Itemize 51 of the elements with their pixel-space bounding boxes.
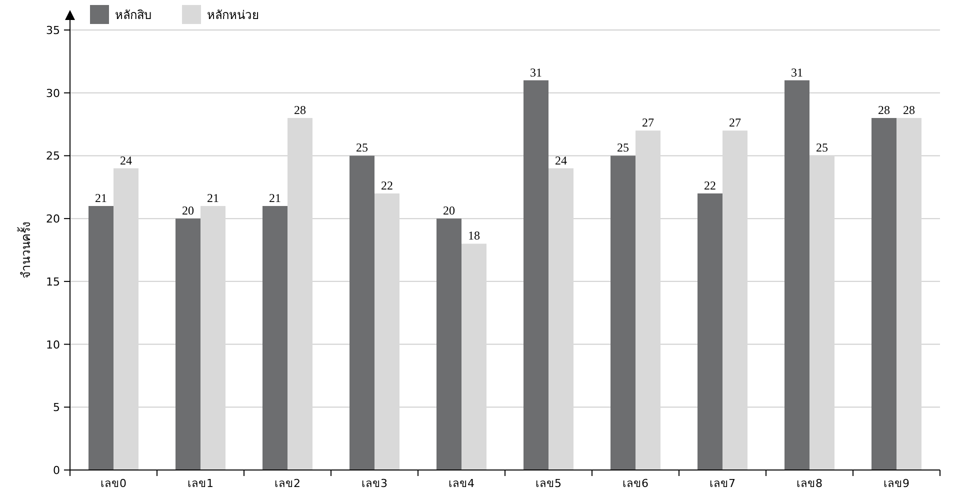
data-label: 21 <box>207 191 219 205</box>
data-label: 24 <box>555 153 567 168</box>
y-tick-label: 0 <box>53 464 60 477</box>
bar <box>262 206 288 470</box>
bar <box>350 156 374 470</box>
data-label: 25 <box>816 140 828 155</box>
data-label: 25 <box>356 140 368 155</box>
x-tick-label: เลข4 <box>448 477 474 490</box>
data-label: 20 <box>182 204 194 218</box>
data-label: 31 <box>530 65 542 80</box>
legend-label: หลักหน่วย <box>207 8 259 22</box>
data-label: 31 <box>791 65 803 80</box>
data-label: 21 <box>269 191 281 205</box>
data-label: 22 <box>704 178 716 192</box>
bar <box>872 118 896 470</box>
y-tick-label: 30 <box>46 86 60 100</box>
x-tick-label: เลข5 <box>536 477 562 490</box>
bar <box>176 218 200 470</box>
data-label: 22 <box>381 178 393 192</box>
data-label: 20 <box>443 204 455 218</box>
y-tick-label: 35 <box>46 24 60 37</box>
bar <box>88 206 114 470</box>
x-tick-label: เลข8 <box>796 477 822 490</box>
y-tick-label: 15 <box>46 275 60 288</box>
data-label: 27 <box>729 116 741 130</box>
x-tick-label: เลข3 <box>362 477 388 490</box>
x-tick-label: เลข7 <box>710 477 736 490</box>
y-tick-label: 20 <box>46 212 60 226</box>
data-label: 28 <box>294 103 306 117</box>
data-label: 18 <box>468 228 480 243</box>
y-axis-title: จำนวนครั้ง <box>17 222 33 278</box>
data-label: 27 <box>642 116 654 130</box>
data-label: 28 <box>878 103 890 117</box>
bar <box>524 80 548 470</box>
data-label: 24 <box>120 153 132 168</box>
bar <box>436 218 462 470</box>
x-tick-label: เลข1 <box>188 477 214 490</box>
y-tick-label: 25 <box>46 150 60 163</box>
legend-label: หลักสิบ <box>115 8 152 22</box>
bar <box>784 80 810 470</box>
data-label: 28 <box>903 103 915 117</box>
x-tick-label: เลข6 <box>622 477 648 490</box>
y-tick-label: 5 <box>53 401 60 414</box>
data-label: 21 <box>95 191 107 205</box>
bar <box>698 193 722 470</box>
y-tick-label: 10 <box>46 338 60 352</box>
data-label: 25 <box>617 140 629 155</box>
x-tick-label: เลข9 <box>884 477 910 490</box>
bar <box>610 156 636 470</box>
x-tick-label: เลข2 <box>274 477 300 490</box>
x-tick-label: เลข0 <box>100 477 126 490</box>
